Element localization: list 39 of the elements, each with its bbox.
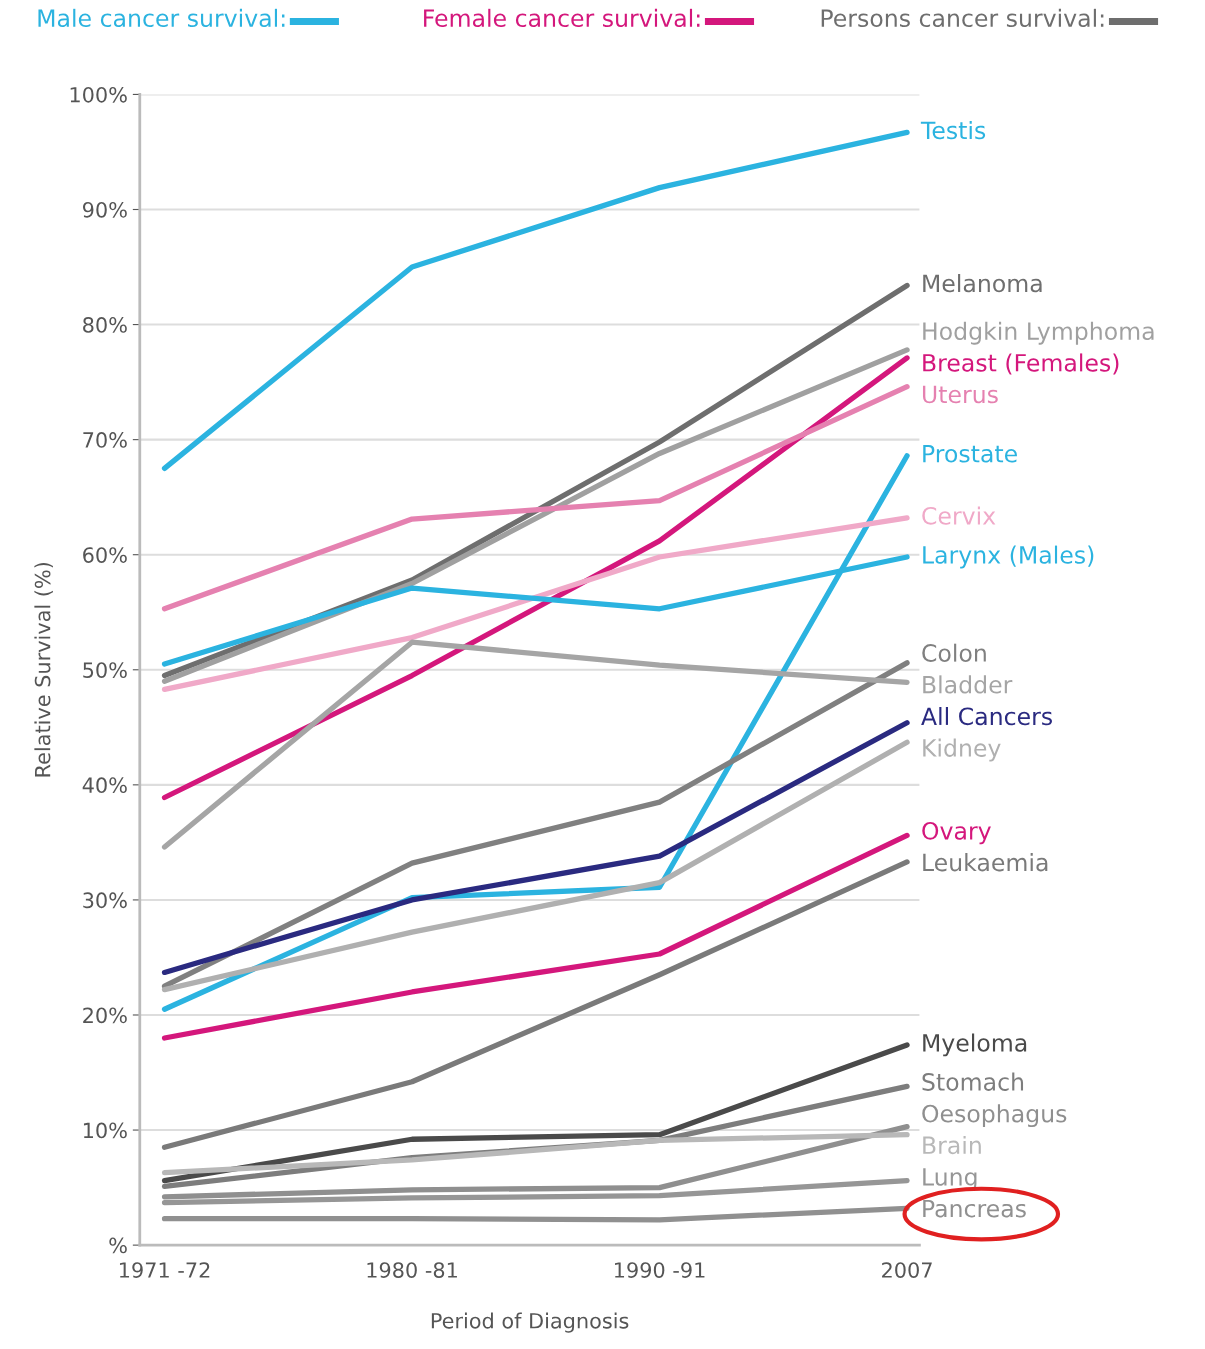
text: Persons cancer survival: [821,8,1104,28]
y-tick-label: % [109,1237,127,1254]
y-axis-title: Relative Survival (%) [34,562,53,777]
series-label: Brain [923,1135,981,1155]
series-label: Ovary [922,821,991,845]
y-tick-label: 100% [70,86,127,103]
y-tick-label: 90% [82,201,127,218]
series-label: Hodgkin Lymphoma [923,321,1154,345]
x-axis-title: Period of Diagnosis [431,1312,629,1333]
series-label: Myeloma [923,1033,1027,1057]
series-label: Bladder [923,675,1013,694]
series-label: Pancreas [923,1199,1026,1218]
series-label: Larynx (Males) [923,545,1094,569]
series-label: Colon [922,643,986,662]
y-tick-label: 10% [83,1122,127,1139]
x-tick-label: 1980 -81 [367,1262,457,1278]
series-label: Stomach [922,1072,1024,1091]
series-label: Cervix [922,506,996,525]
series-label: Uterus [922,385,998,404]
series-label: Testis [920,120,986,140]
text: Male cancer survival: [38,8,285,28]
x-tick-label: 2007 [882,1262,932,1278]
y-tick-label: 70% [83,432,127,448]
series-label: Breast (Females) [923,353,1119,375]
series-label: Prostate [923,445,1017,463]
y-tick-label: 50% [83,662,127,678]
y-tick-label: 80% [83,317,127,333]
series-label: Leukaemia [923,853,1048,872]
y-tick-label: 20% [83,1007,127,1024]
series-label: Oesophagus [922,1104,1067,1128]
text: Female cancer survival: [424,8,700,28]
y-tick-label: 40% [82,777,127,794]
series-label: Kidney [923,738,1001,762]
x-tick-label: 1990 -91 [614,1262,705,1278]
x-tick-label: 1971 -72 [119,1262,210,1278]
y-tick-label: 60% [83,547,127,563]
series-label: All Cancers [921,706,1052,726]
y-tick-label: 30% [83,892,127,909]
series-label: Melanoma [923,274,1042,293]
